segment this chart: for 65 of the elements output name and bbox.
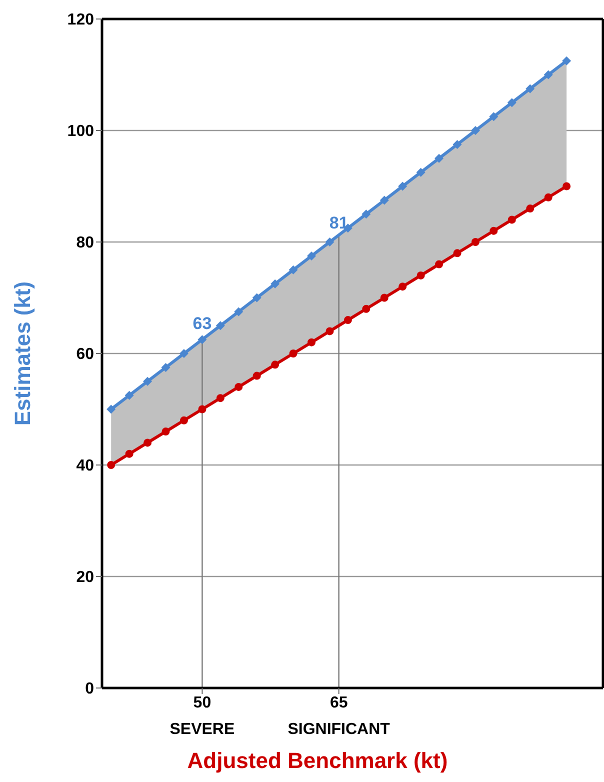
point [252, 372, 261, 380]
point [489, 112, 498, 122]
point [144, 438, 152, 447]
point [471, 238, 480, 246]
y-tick-label: 60 [76, 346, 94, 364]
point [308, 338, 316, 346]
point [198, 405, 206, 414]
point [398, 182, 408, 191]
point [544, 70, 553, 80]
point [106, 404, 116, 414]
y-axis-title: Estimates (kt) [10, 281, 35, 426]
x-axis-title: Adjusted Benchmark (kt) [187, 748, 448, 773]
point [271, 360, 280, 369]
point [416, 271, 425, 280]
annotation: 63 [192, 314, 212, 333]
point [289, 350, 298, 358]
point [161, 362, 170, 372]
point [234, 307, 244, 316]
point [362, 210, 371, 219]
point [398, 282, 407, 291]
point [362, 304, 370, 313]
point [508, 216, 516, 224]
x-tick-label: 50 [193, 694, 212, 712]
point [380, 294, 388, 302]
point [326, 327, 334, 336]
point [198, 335, 207, 344]
point [216, 394, 224, 402]
y-tick-label: 80 [76, 234, 94, 252]
point [143, 376, 152, 386]
point [325, 238, 334, 246]
point [490, 226, 498, 235]
y-tick-label: 0 [85, 680, 94, 698]
point [435, 260, 444, 268]
y-tick-label: 40 [76, 458, 94, 475]
point [562, 56, 572, 66]
point [344, 316, 352, 324]
point [544, 193, 552, 202]
point [252, 293, 262, 302]
point [125, 450, 134, 458]
ref-line-label: SEVERE [170, 721, 235, 738]
y-tick-label: 20 [76, 569, 94, 586]
point [216, 321, 225, 330]
point [434, 154, 444, 163]
y-tick-label: 120 [67, 12, 94, 29]
point [179, 349, 188, 358]
point [452, 140, 462, 149]
point [270, 279, 280, 288]
point [124, 390, 134, 400]
point [180, 416, 188, 424]
point [107, 461, 116, 469]
point [562, 182, 571, 190]
point [307, 251, 316, 260]
point [288, 265, 298, 274]
point [507, 98, 516, 108]
point [162, 428, 170, 436]
point [234, 382, 243, 391]
point [416, 168, 426, 177]
point [526, 204, 534, 213]
x-tick-label: 65 [330, 694, 348, 712]
point [380, 196, 389, 205]
point [470, 126, 480, 135]
ref-line-label: SIGNIFICANT [288, 721, 390, 738]
point [453, 249, 462, 258]
point [526, 84, 535, 94]
y-tick-label: 100 [67, 123, 94, 140]
